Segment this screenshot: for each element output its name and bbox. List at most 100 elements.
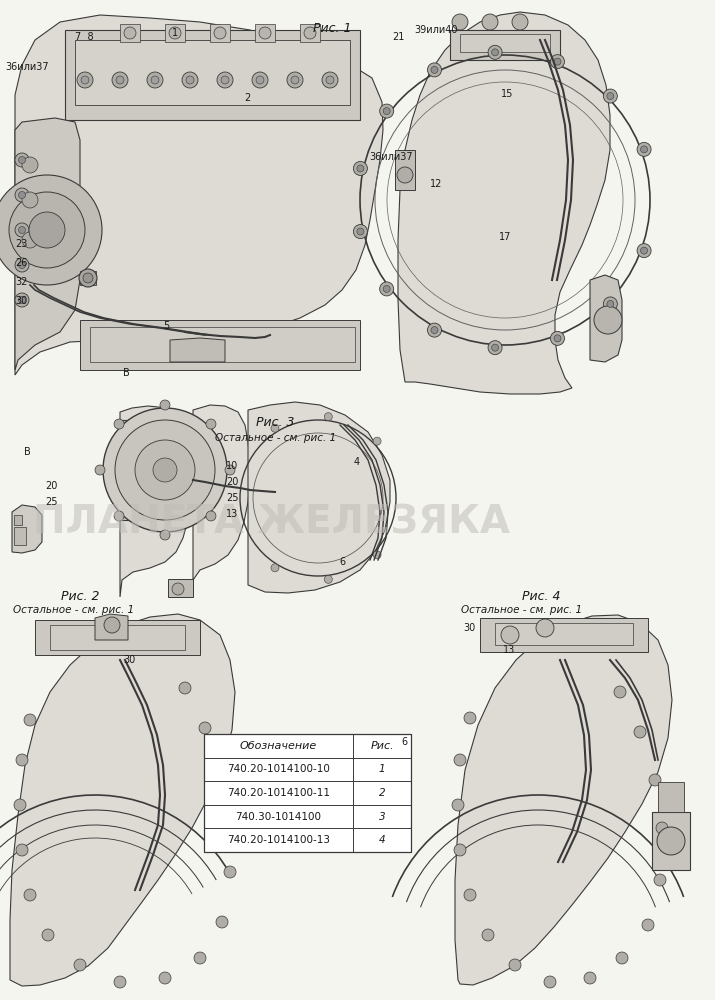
Circle shape [151, 76, 159, 84]
Text: 1: 1 [172, 28, 178, 38]
Text: 740.20-1014100-11: 740.20-1014100-11 [227, 788, 330, 798]
Circle shape [77, 72, 93, 88]
Circle shape [214, 27, 226, 39]
Text: 10: 10 [226, 461, 238, 471]
Circle shape [114, 511, 124, 521]
Text: 5: 5 [163, 321, 169, 331]
Bar [165, 24, 185, 42]
Circle shape [322, 72, 338, 88]
Circle shape [357, 165, 364, 172]
Circle shape [584, 972, 596, 984]
Circle shape [641, 146, 648, 153]
Circle shape [29, 212, 65, 248]
Circle shape [383, 108, 390, 115]
Circle shape [326, 76, 334, 84]
Text: 4: 4 [379, 835, 385, 845]
Circle shape [637, 244, 651, 258]
Circle shape [15, 188, 29, 202]
Circle shape [657, 827, 685, 855]
Text: 21: 21 [392, 32, 404, 42]
Bar [450, 30, 560, 60]
Circle shape [0, 175, 102, 285]
Circle shape [428, 63, 441, 77]
Circle shape [112, 72, 128, 88]
Bar [168, 579, 193, 597]
Circle shape [325, 413, 332, 421]
Circle shape [9, 192, 85, 268]
Bar [210, 24, 230, 42]
Polygon shape [248, 402, 390, 593]
Circle shape [16, 844, 28, 856]
Text: 13: 13 [503, 645, 515, 655]
Circle shape [252, 72, 268, 88]
Circle shape [291, 76, 299, 84]
Polygon shape [590, 275, 622, 362]
Circle shape [492, 344, 498, 351]
Circle shape [22, 192, 38, 208]
Circle shape [19, 261, 26, 268]
Circle shape [634, 726, 646, 738]
Circle shape [22, 157, 38, 173]
Circle shape [135, 440, 195, 500]
Bar [65, 30, 360, 120]
Circle shape [642, 919, 654, 931]
Text: 32: 32 [16, 277, 28, 287]
Circle shape [214, 764, 226, 776]
Text: 740.30-1014100: 740.30-1014100 [235, 812, 322, 822]
Text: 30: 30 [463, 623, 475, 633]
Text: 23: 23 [16, 239, 28, 249]
Circle shape [488, 341, 502, 355]
Circle shape [551, 331, 564, 345]
Circle shape [431, 66, 438, 73]
Circle shape [551, 55, 564, 69]
Bar [255, 24, 275, 42]
Circle shape [159, 972, 171, 984]
Text: Остальное - см. рис. 1: Остальное - см. рис. 1 [461, 605, 582, 615]
Text: 30: 30 [123, 655, 135, 665]
Circle shape [81, 76, 89, 84]
Bar [50, 625, 185, 650]
Circle shape [464, 712, 476, 724]
Circle shape [607, 300, 614, 307]
Text: Остальное - см. рис. 1: Остальное - см. рис. 1 [214, 433, 336, 443]
Bar [204, 734, 411, 852]
Circle shape [509, 959, 521, 971]
Circle shape [454, 844, 466, 856]
Circle shape [616, 952, 628, 964]
Circle shape [256, 76, 264, 84]
Circle shape [454, 754, 466, 766]
Circle shape [74, 959, 86, 971]
Text: 36или37: 36или37 [6, 62, 49, 72]
Circle shape [224, 866, 236, 878]
Polygon shape [120, 406, 194, 597]
Text: 740.20-1014100-10: 740.20-1014100-10 [227, 764, 330, 774]
Circle shape [271, 424, 279, 432]
Circle shape [464, 889, 476, 901]
Circle shape [15, 223, 29, 237]
Bar [90, 327, 355, 362]
Bar [14, 515, 22, 525]
Bar [395, 150, 415, 190]
Circle shape [614, 686, 626, 698]
Text: 2: 2 [379, 788, 385, 798]
Circle shape [536, 619, 554, 637]
Circle shape [554, 335, 561, 342]
Circle shape [199, 722, 211, 734]
Circle shape [216, 916, 228, 928]
Text: 20: 20 [226, 477, 238, 487]
Circle shape [83, 273, 93, 283]
Bar [300, 24, 320, 42]
Circle shape [14, 799, 26, 811]
Text: 17: 17 [499, 232, 511, 242]
Text: 6: 6 [340, 557, 346, 567]
Text: 13: 13 [226, 509, 238, 519]
Text: 1: 1 [379, 764, 385, 774]
Text: 7  8: 7 8 [75, 32, 94, 42]
Circle shape [482, 14, 498, 30]
Circle shape [194, 952, 206, 964]
Circle shape [607, 93, 614, 100]
Text: 25: 25 [226, 493, 238, 503]
Text: 30: 30 [16, 296, 28, 306]
Bar [80, 271, 96, 285]
Text: 20: 20 [45, 481, 57, 491]
